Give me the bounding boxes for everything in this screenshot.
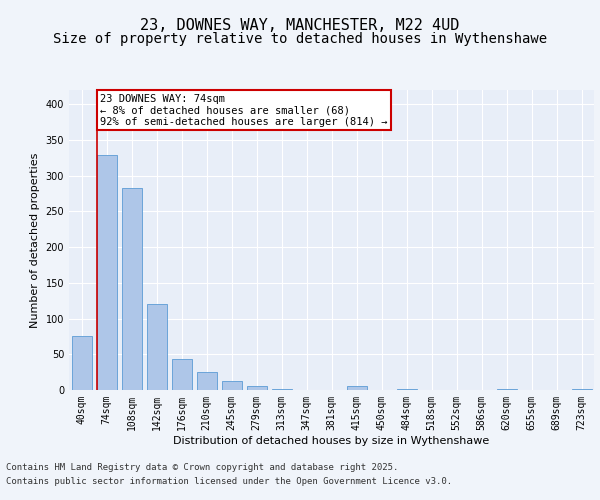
Bar — [497, 388, 517, 390]
Bar — [347, 386, 367, 390]
Bar — [571, 388, 592, 390]
Bar — [71, 336, 91, 390]
Bar — [121, 188, 142, 390]
Bar — [397, 388, 416, 390]
Text: Size of property relative to detached houses in Wythenshawe: Size of property relative to detached ho… — [53, 32, 547, 46]
Bar — [197, 372, 217, 390]
Bar — [97, 155, 116, 390]
Bar — [271, 388, 292, 390]
Bar — [172, 358, 191, 390]
Text: 23, DOWNES WAY, MANCHESTER, M22 4UD: 23, DOWNES WAY, MANCHESTER, M22 4UD — [140, 18, 460, 32]
Text: 23 DOWNES WAY: 74sqm
← 8% of detached houses are smaller (68)
92% of semi-detach: 23 DOWNES WAY: 74sqm ← 8% of detached ho… — [100, 94, 388, 127]
Bar — [146, 304, 167, 390]
Bar — [221, 380, 241, 390]
Bar — [247, 386, 266, 390]
Y-axis label: Number of detached properties: Number of detached properties — [30, 152, 40, 328]
Text: Contains public sector information licensed under the Open Government Licence v3: Contains public sector information licen… — [6, 478, 452, 486]
Text: Contains HM Land Registry data © Crown copyright and database right 2025.: Contains HM Land Registry data © Crown c… — [6, 462, 398, 471]
X-axis label: Distribution of detached houses by size in Wythenshawe: Distribution of detached houses by size … — [173, 436, 490, 446]
